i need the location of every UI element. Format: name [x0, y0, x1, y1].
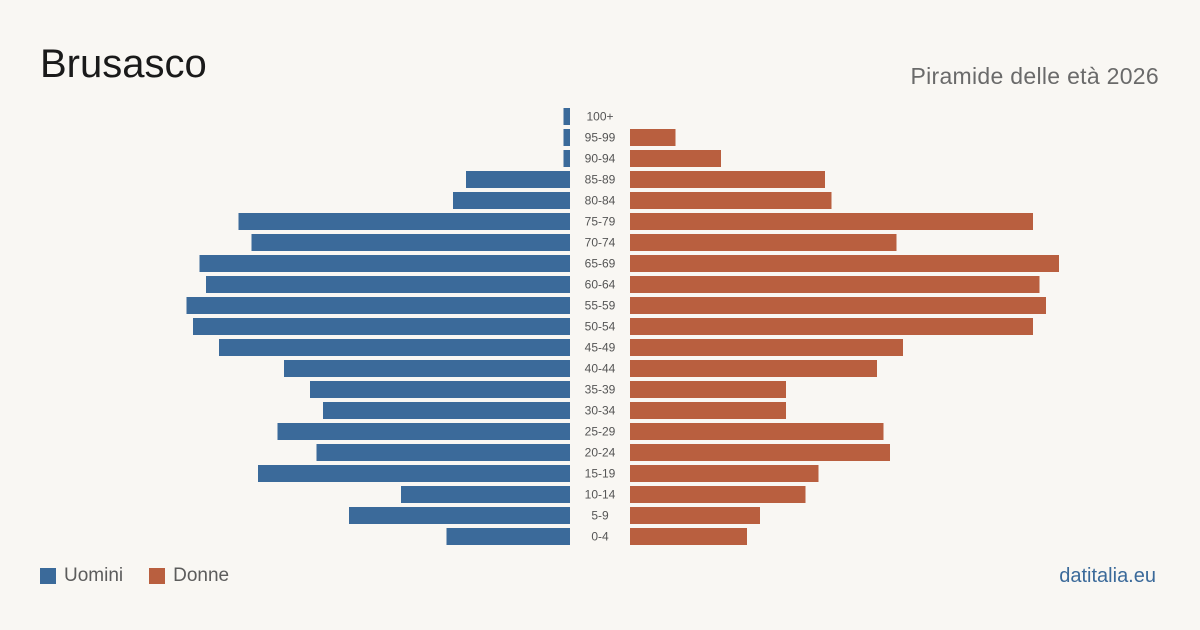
age-label-15-19: 15-19	[585, 467, 616, 481]
age-label-100plus: 100+	[586, 110, 613, 124]
bar-female-55-59	[630, 297, 1046, 314]
age-label-75-79: 75-79	[585, 215, 616, 229]
age-label-40-44: 40-44	[585, 362, 616, 376]
bar-male-15-19	[258, 465, 570, 482]
bar-female-70-74	[630, 234, 897, 251]
bar-female-10-14	[630, 486, 806, 503]
bar-male-50-54	[193, 318, 570, 335]
bar-female-85-89	[630, 171, 825, 188]
bar-male-5-9	[349, 507, 570, 524]
age-label-90-94: 90-94	[585, 152, 616, 166]
bar-male-25-29	[277, 423, 570, 440]
bar-male-80-84	[453, 192, 570, 209]
legend-item-male: Uomini	[40, 565, 123, 587]
brand-link[interactable]: datitalia.eu	[1059, 565, 1156, 587]
chart-title: Brusasco	[40, 42, 207, 86]
bar-female-25-29	[630, 423, 884, 440]
age-label-10-14: 10-14	[585, 488, 616, 502]
age-label-70-74: 70-74	[585, 236, 616, 250]
legend-item-female: Donne	[149, 565, 229, 587]
bar-female-5-9	[630, 507, 760, 524]
bar-male-60-64	[206, 276, 570, 293]
bar-male-0-4	[446, 528, 570, 545]
legend-label-male: Uomini	[64, 565, 124, 586]
age-label-50-54: 50-54	[585, 320, 616, 334]
age-label-45-49: 45-49	[585, 341, 616, 355]
bar-male-10-14	[401, 486, 570, 503]
legend-label-female: Donne	[173, 565, 230, 586]
age-label-0-4: 0-4	[591, 530, 609, 544]
age-label-30-34: 30-34	[585, 404, 616, 418]
bar-female-50-54	[630, 318, 1033, 335]
bar-female-80-84	[630, 192, 832, 209]
age-label-20-24: 20-24	[585, 446, 616, 460]
bar-female-35-39	[630, 381, 786, 398]
bar-female-20-24	[630, 444, 890, 461]
age-label-65-69: 65-69	[585, 257, 616, 271]
age-label-85-89: 85-89	[585, 173, 616, 187]
bar-female-15-19	[630, 465, 819, 482]
bar-female-45-49	[630, 339, 903, 356]
bar-male-95-99	[563, 129, 570, 146]
age-label-25-29: 25-29	[585, 425, 616, 439]
age-label-35-39: 35-39	[585, 383, 616, 397]
age-label-95-99: 95-99	[585, 131, 616, 145]
bar-female-30-34	[630, 402, 786, 419]
bar-male-85-89	[466, 171, 570, 188]
bar-male-35-39	[310, 381, 570, 398]
bar-female-0-4	[630, 528, 747, 545]
bar-male-20-24	[316, 444, 570, 461]
bar-male-45-49	[219, 339, 570, 356]
age-label-60-64: 60-64	[585, 278, 616, 292]
bar-female-90-94	[630, 150, 721, 167]
bar-female-75-79	[630, 213, 1033, 230]
bar-male-100plus	[563, 108, 570, 125]
bar-male-40-44	[284, 360, 570, 377]
bar-male-70-74	[251, 234, 570, 251]
bar-male-90-94	[563, 150, 570, 167]
chart-subtitle: Piramide delle età 2026	[910, 63, 1159, 89]
bar-female-65-69	[630, 255, 1059, 272]
bar-male-75-79	[238, 213, 570, 230]
bar-female-40-44	[630, 360, 877, 377]
age-label-5-9: 5-9	[591, 509, 609, 523]
legend-swatch-male	[40, 568, 56, 584]
legend-swatch-female	[149, 568, 166, 584]
age-label-55-59: 55-59	[585, 299, 616, 313]
age-label-80-84: 80-84	[585, 194, 616, 208]
bar-male-55-59	[186, 297, 570, 314]
bar-male-30-34	[323, 402, 570, 419]
bar-female-95-99	[630, 129, 676, 146]
legend: Uomini Donne	[40, 565, 255, 587]
bar-male-65-69	[199, 255, 570, 272]
bar-female-60-64	[630, 276, 1040, 293]
